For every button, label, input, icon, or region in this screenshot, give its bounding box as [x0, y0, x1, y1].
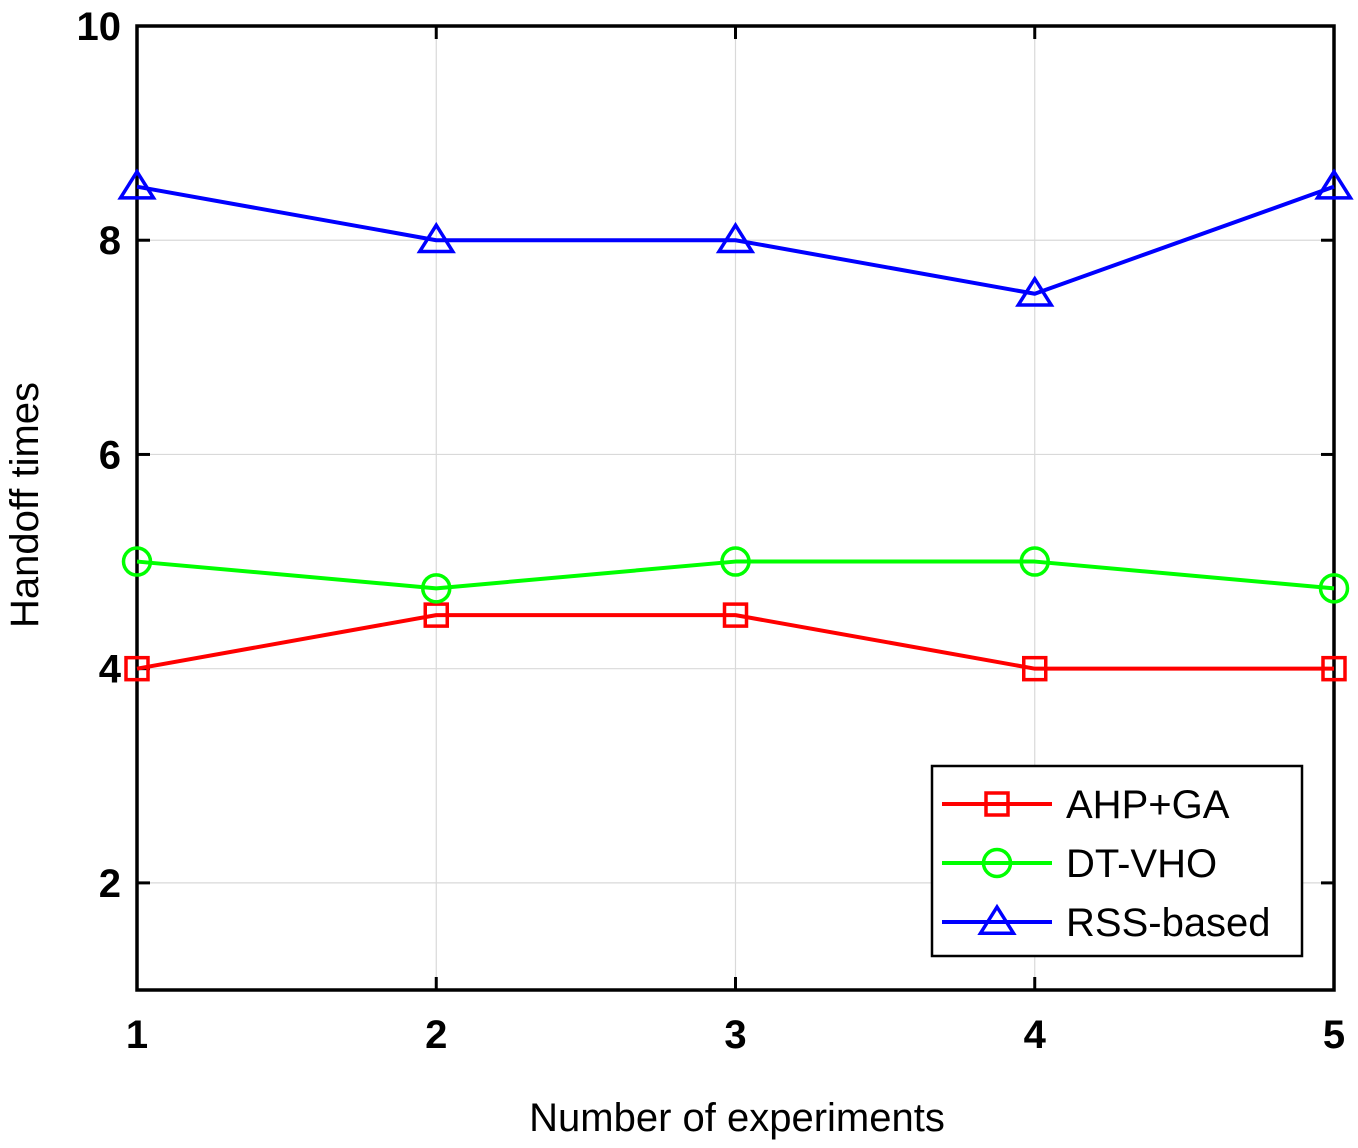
tick-labels: 1 2 3 4 5 2 4 6 8 10	[77, 5, 1346, 1057]
data-point	[423, 602, 449, 628]
data-point	[124, 655, 150, 682]
y-tick-label: 6	[99, 433, 121, 477]
data-point	[1022, 655, 1048, 682]
legend: AHP+GA DT-VHO RSS-based	[930, 764, 1304, 958]
y-tick-label: 8	[99, 219, 121, 263]
data-point	[1314, 168, 1354, 200]
x-axis-label: Number of experiments	[529, 1096, 945, 1140]
data-point	[1015, 275, 1055, 307]
data-point	[715, 221, 756, 254]
data-point	[1019, 546, 1050, 577]
data-point	[121, 546, 153, 577]
y-tick-label: 2	[99, 862, 121, 906]
data-point	[421, 573, 452, 604]
legend-item: DT-VHO	[942, 842, 1217, 886]
legend-marker	[977, 903, 1017, 935]
data-point	[117, 168, 157, 200]
series-rss-based	[117, 168, 1354, 307]
series-line	[136, 613, 1334, 671]
series-group	[117, 168, 1354, 682]
series-line	[136, 559, 1335, 591]
x-tick-label: 4	[1024, 1013, 1047, 1057]
legend-marker	[981, 847, 1013, 879]
legend-label: AHP+GA	[1066, 783, 1230, 827]
x-tick-label: 3	[724, 1013, 746, 1057]
legend-label: RSS-based	[1066, 901, 1271, 945]
legend-item: AHP+GA	[942, 783, 1230, 827]
data-point	[1318, 573, 1350, 604]
x-tick-label: 1	[126, 1013, 148, 1057]
legend-marker	[984, 791, 1010, 817]
data-point	[1321, 655, 1347, 682]
legend-item: RSS-based	[942, 901, 1271, 945]
series-line	[136, 184, 1335, 296]
x-tick-label: 5	[1323, 1013, 1345, 1057]
x-tick-label: 2	[425, 1013, 447, 1057]
data-point	[720, 546, 751, 577]
data-point	[416, 221, 456, 254]
series-ahp-ga	[124, 602, 1347, 682]
y-tick-label: 4	[99, 648, 122, 692]
y-axis-label: Handoff times	[3, 382, 47, 628]
data-point	[722, 602, 749, 628]
y-tick-label: 10	[77, 5, 122, 49]
series-dt-vho	[121, 546, 1350, 604]
legend-label: DT-VHO	[1066, 842, 1217, 886]
